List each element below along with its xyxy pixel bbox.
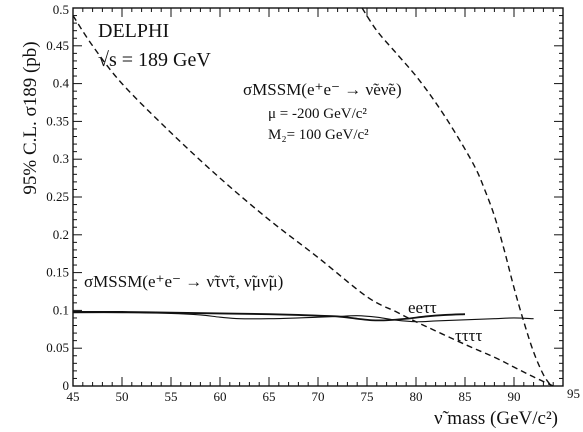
annotation-process-e: σMSSM(e⁺e⁻ → ν̃eν̃e) <box>243 80 402 99</box>
x-tick-label: 70 <box>312 389 325 404</box>
annotation-energy: √s = 189 GeV <box>98 49 211 71</box>
curve-label-eetautau: eeττ <box>408 298 437 317</box>
x-tick-label: 85 <box>459 389 472 404</box>
y-tick-label: 0.2 <box>53 227 69 242</box>
x-tick-label: 50 <box>116 389 129 404</box>
x-tick-label: 95 <box>567 386 580 401</box>
annotation-process-taumu: σMSSM(e⁺e⁻ → ν̃τν̃τ, ν̃μν̃μ) <box>84 272 283 291</box>
y-tick-label: 0.1 <box>53 302 69 317</box>
y-tick-label: 0.35 <box>46 113 69 128</box>
y-tick-label: 0.3 <box>53 151 69 166</box>
x-tick-label: 75 <box>361 389 374 404</box>
annotation-mu: μ = -200 GeV/c² <box>268 106 367 122</box>
x-tick-label: 80 <box>410 389 423 404</box>
x-tick-label: 60 <box>214 389 227 404</box>
x-axis-title: ν̃ mass (GeV/c²) <box>434 408 558 429</box>
y-tick-label: 0.25 <box>46 189 69 204</box>
y-tick-label: 0.05 <box>46 340 69 355</box>
y-axis-title: 95% C.L. σ189 (pb) <box>20 41 41 194</box>
annotation-experiment: DELPHI <box>98 20 169 42</box>
y-tick-label: 0.5 <box>53 2 69 17</box>
y-tick-label: 0.45 <box>46 38 69 53</box>
y-tick-label: 0.15 <box>46 265 69 280</box>
x-tick-label: 55 <box>165 389 178 404</box>
y-tick-label: 0 <box>63 378 70 393</box>
x-tick-label: 65 <box>263 389 276 404</box>
x-tick-label: 90 <box>508 389 521 404</box>
annotation-m2: M₂= 100 GeV/c² <box>268 127 369 143</box>
y-tick-label: 0.4 <box>53 76 70 91</box>
curve-label-tautautautau: ττττ <box>455 326 482 345</box>
